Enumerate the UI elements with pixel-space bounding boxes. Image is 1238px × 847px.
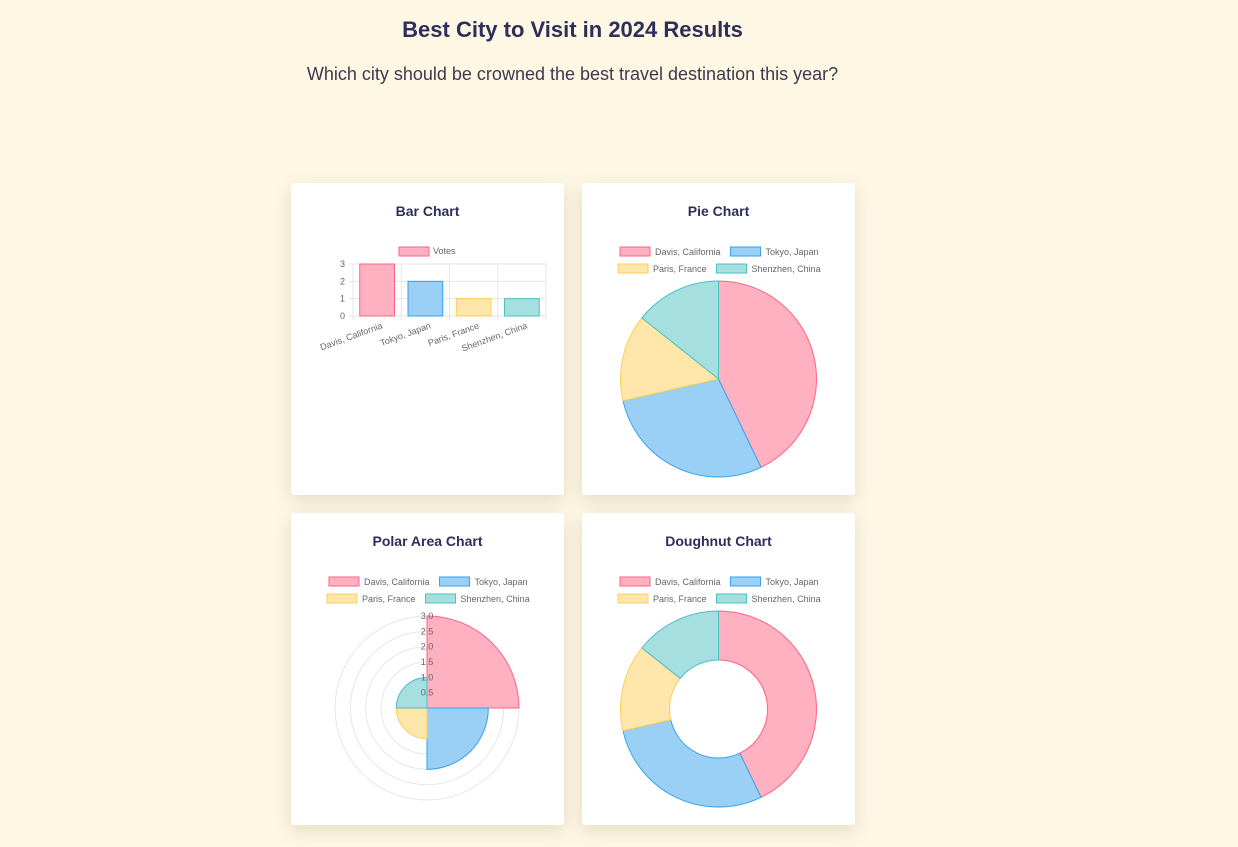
y-tick-label: 0 — [340, 311, 345, 321]
legend-swatch — [716, 593, 748, 604]
polar-segment-davis-california — [426, 615, 520, 709]
polar-segment-shenzhen-china — [395, 676, 428, 709]
polar-segment-paris-france — [395, 707, 428, 740]
page-subtitle: Which city should be crowned the best tr… — [306, 64, 839, 84]
bar-chart-title: Bar Chart — [395, 203, 460, 219]
x-tick-label-davis-california: Davis, California — [319, 320, 384, 352]
radial-tick-label: 2.5 — [421, 626, 434, 636]
doughnut-slice-shenzhen-china — [641, 610, 719, 680]
legend-swatch — [328, 576, 360, 587]
polar-area-chart: Davis, California Tokyo, Japan Paris, Fran… — [326, 576, 530, 801]
legend-label-paris-france: Paris, France — [362, 594, 416, 604]
pie-slice-davis-california — [718, 280, 817, 468]
pie-slice-shenzhen-china — [641, 280, 719, 381]
radial-tick-label: 1.5 — [421, 657, 434, 667]
polar-segment-tokyo-japan — [426, 707, 489, 770]
pie-chart-card: Davis, California Tokyo, Japan Paris, Fran… — [582, 183, 855, 495]
pie-slice-tokyo-japan — [622, 378, 762, 478]
legend-label-paris-france: Paris, France — [653, 264, 707, 274]
radial-tick-label: 2.0 — [421, 642, 434, 652]
legend-label-paris-france: Paris, France — [653, 594, 707, 604]
legend-swatch — [730, 576, 762, 587]
y-tick-label: 1 — [340, 294, 345, 304]
bar-chart-card: Votes 0 1 2 3 Davis, California Tokyo, Japan Pa… — [291, 183, 564, 495]
x-tick-label-tokyo-japan: Tokyo, Japan — [379, 320, 432, 348]
y-tick-label: 2 — [340, 276, 345, 286]
radial-tick-label: 3.0 — [421, 611, 434, 621]
bar-paris-france — [455, 298, 492, 317]
legend-label-tokyo-japan: Tokyo, Japan — [475, 577, 528, 587]
y-tick-label: 3 — [340, 259, 345, 269]
pie-chart: Davis, California Tokyo, Japan Paris, Fran… — [617, 246, 821, 478]
radial-tick-label: 0.5 — [421, 688, 434, 698]
legend-swatch — [730, 246, 762, 257]
polar-chart-title: Polar Area Chart — [372, 533, 483, 549]
legend-swatch — [619, 576, 651, 587]
doughnut-chart-title: Doughnut Chart — [665, 533, 772, 549]
legend-swatch — [716, 263, 748, 274]
pie-slice-paris-france — [620, 317, 720, 402]
legend-label-davis-california: Davis, California — [655, 577, 721, 587]
doughnut-chart-card: Davis, California Tokyo, Japan Paris, Fran… — [582, 513, 855, 825]
page-title: Best City to Visit in 2024 Results — [402, 17, 743, 42]
polar-chart-card: Davis, California Tokyo, Japan Paris, Fran… — [291, 513, 564, 825]
bar-davis-california — [359, 263, 395, 317]
legend-swatch — [439, 576, 471, 587]
doughnut-chart: Davis, California Tokyo, Japan Paris, Fran… — [617, 576, 821, 808]
legend-swatch — [326, 593, 358, 604]
legend-swatch — [398, 246, 430, 257]
pie-chart-title: Pie Chart — [687, 203, 750, 219]
legend-label-shenzhen-china: Shenzhen, China — [752, 264, 821, 274]
bar-shenzhen-china — [504, 298, 540, 317]
doughnut-slice-tokyo-japan — [622, 719, 762, 808]
legend-label-davis-california: Davis, California — [364, 577, 430, 587]
legend-swatch — [619, 246, 651, 257]
doughnut-slice-davis-california — [718, 610, 817, 798]
legend-label-tokyo-japan: Tokyo, Japan — [766, 247, 819, 257]
legend-label-tokyo-japan: Tokyo, Japan — [766, 577, 819, 587]
legend-swatch — [617, 593, 649, 604]
legend-swatch — [425, 593, 457, 604]
legend-label-shenzhen-china: Shenzhen, China — [752, 594, 821, 604]
legend-label-shenzhen-china: Shenzhen, China — [461, 594, 530, 604]
legend-label-votes: Votes — [433, 246, 456, 256]
radial-tick-label: 1.0 — [421, 672, 434, 682]
bar-tokyo-japan — [407, 280, 444, 317]
legend-swatch — [617, 263, 649, 274]
legend-label-davis-california: Davis, California — [655, 247, 721, 257]
